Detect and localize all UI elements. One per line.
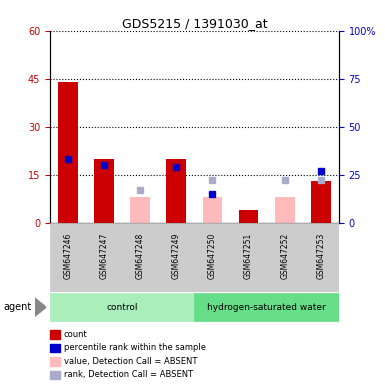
Polygon shape [35, 298, 46, 316]
Bar [131, 197, 150, 223]
Text: GSM647253: GSM647253 [316, 233, 325, 280]
Bar [203, 197, 223, 223]
Bar [166, 159, 186, 223]
Bar [311, 181, 331, 223]
Bar [194, 293, 339, 321]
Text: value, Detection Call = ABSENT: value, Detection Call = ABSENT [64, 357, 197, 366]
Text: GSM647251: GSM647251 [244, 233, 253, 279]
Text: agent: agent [4, 302, 32, 312]
Title: GDS5215 / 1391030_at: GDS5215 / 1391030_at [122, 17, 267, 30]
Text: count: count [64, 330, 87, 339]
Bar [303, 223, 339, 292]
Bar [231, 223, 266, 292]
Bar [58, 82, 78, 223]
Bar [50, 223, 86, 292]
Text: GSM647252: GSM647252 [280, 233, 289, 279]
Bar [239, 210, 258, 223]
Bar [86, 223, 122, 292]
Text: GSM647249: GSM647249 [172, 233, 181, 280]
Text: GSM647246: GSM647246 [64, 233, 73, 280]
Text: rank, Detection Call = ABSENT: rank, Detection Call = ABSENT [64, 370, 192, 379]
Text: GSM647247: GSM647247 [100, 233, 109, 280]
Bar [158, 223, 194, 292]
Bar [122, 223, 158, 292]
Bar [266, 223, 303, 292]
Bar [275, 197, 295, 223]
Text: GSM647250: GSM647250 [208, 233, 217, 280]
Text: control: control [107, 303, 138, 312]
Text: GSM647248: GSM647248 [136, 233, 145, 279]
Bar [50, 293, 194, 321]
Bar [194, 223, 231, 292]
Text: hydrogen-saturated water: hydrogen-saturated water [207, 303, 326, 312]
Bar [94, 159, 114, 223]
Text: percentile rank within the sample: percentile rank within the sample [64, 343, 206, 353]
